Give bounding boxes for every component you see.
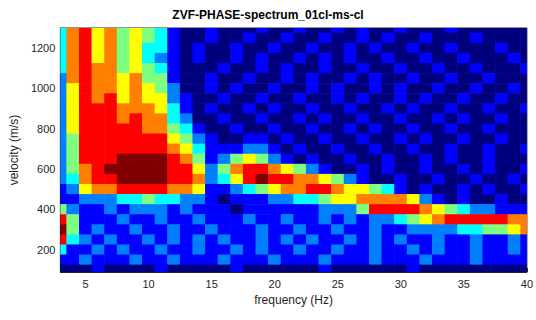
svg-text:35: 35 — [458, 278, 470, 290]
svg-text:5: 5 — [83, 278, 89, 290]
svg-text:1200: 1200 — [31, 42, 55, 54]
svg-text:600: 600 — [37, 163, 55, 175]
svg-text:30: 30 — [395, 278, 407, 290]
svg-text:400: 400 — [37, 203, 55, 215]
svg-text:40: 40 — [521, 278, 533, 290]
svg-text:1000: 1000 — [31, 82, 55, 94]
svg-text:velocity (m/s): velocity (m/s) — [7, 115, 21, 186]
svg-text:800: 800 — [37, 123, 55, 135]
svg-text:20: 20 — [269, 278, 281, 290]
svg-text:ZVF-PHASE-spectrum_01cl-ms-cl: ZVF-PHASE-spectrum_01cl-ms-cl — [172, 8, 363, 22]
svg-text:15: 15 — [206, 278, 218, 290]
svg-text:25: 25 — [332, 278, 344, 290]
svg-text:frequency (Hz): frequency (Hz) — [254, 293, 333, 307]
svg-text:10: 10 — [143, 278, 155, 290]
svg-text:200: 200 — [37, 244, 55, 256]
